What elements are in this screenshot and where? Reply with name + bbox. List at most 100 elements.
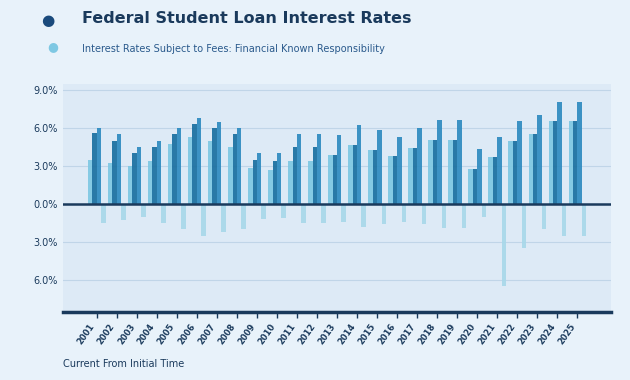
- Bar: [369, 150, 373, 204]
- Bar: [413, 147, 417, 204]
- Bar: [297, 134, 301, 204]
- Bar: [312, 147, 317, 204]
- Bar: [181, 204, 186, 229]
- Bar: [573, 121, 577, 204]
- Bar: [152, 147, 157, 204]
- Bar: [268, 170, 273, 204]
- Bar: [408, 147, 413, 204]
- Bar: [241, 204, 246, 229]
- Text: ●: ●: [41, 13, 54, 28]
- Bar: [232, 134, 237, 204]
- Bar: [433, 140, 437, 204]
- Bar: [117, 134, 121, 204]
- Bar: [497, 137, 501, 204]
- Text: ●: ●: [47, 40, 58, 53]
- Bar: [397, 137, 401, 204]
- Bar: [308, 161, 312, 204]
- Bar: [362, 204, 366, 227]
- Bar: [321, 204, 326, 223]
- Bar: [261, 204, 266, 219]
- Bar: [533, 134, 537, 204]
- Bar: [348, 145, 353, 204]
- Text: Federal Student Loan Interest Rates: Federal Student Loan Interest Rates: [82, 11, 411, 26]
- Bar: [177, 128, 181, 204]
- Bar: [553, 121, 558, 204]
- Bar: [228, 147, 232, 204]
- Bar: [192, 124, 197, 204]
- Bar: [148, 161, 152, 204]
- Bar: [529, 134, 533, 204]
- Bar: [137, 147, 141, 204]
- Bar: [488, 157, 493, 204]
- Bar: [392, 156, 397, 204]
- Bar: [537, 115, 542, 204]
- Text: Current From Initial Time: Current From Initial Time: [63, 359, 184, 369]
- Bar: [328, 155, 333, 204]
- Bar: [473, 169, 478, 204]
- Bar: [437, 120, 442, 204]
- Bar: [282, 204, 286, 218]
- Bar: [562, 204, 566, 236]
- Bar: [121, 204, 125, 220]
- Bar: [97, 128, 101, 204]
- Bar: [188, 137, 192, 204]
- Bar: [277, 153, 282, 204]
- Bar: [128, 166, 132, 204]
- Bar: [517, 121, 522, 204]
- Bar: [101, 204, 106, 223]
- Bar: [221, 204, 226, 232]
- Bar: [549, 121, 553, 204]
- Bar: [173, 134, 177, 204]
- Bar: [273, 161, 277, 204]
- Bar: [577, 102, 581, 204]
- Bar: [217, 122, 221, 204]
- Bar: [478, 149, 482, 204]
- Bar: [382, 204, 386, 224]
- Bar: [337, 135, 341, 204]
- Bar: [341, 204, 346, 222]
- Bar: [301, 204, 306, 223]
- Text: Interest Rates Subject to Fees: Financial Known Responsibility: Interest Rates Subject to Fees: Financia…: [82, 44, 385, 54]
- Bar: [288, 161, 292, 204]
- Bar: [401, 204, 406, 222]
- Bar: [377, 130, 382, 204]
- Bar: [542, 204, 546, 229]
- Bar: [257, 153, 261, 204]
- Bar: [501, 204, 506, 286]
- Bar: [168, 144, 173, 204]
- Bar: [197, 118, 201, 204]
- Bar: [581, 204, 586, 236]
- Bar: [493, 157, 497, 204]
- Bar: [253, 160, 257, 204]
- Bar: [522, 204, 526, 248]
- Bar: [558, 102, 562, 204]
- Bar: [462, 204, 466, 228]
- Bar: [449, 140, 453, 204]
- Bar: [421, 204, 426, 224]
- Bar: [513, 141, 517, 204]
- Bar: [212, 128, 217, 204]
- Bar: [469, 169, 473, 204]
- Bar: [457, 120, 462, 204]
- Bar: [453, 140, 457, 204]
- Bar: [482, 204, 486, 217]
- Bar: [112, 141, 117, 204]
- Bar: [333, 155, 337, 204]
- Bar: [357, 125, 362, 204]
- Bar: [317, 134, 321, 204]
- Bar: [388, 156, 392, 204]
- Bar: [157, 141, 161, 204]
- Bar: [508, 141, 513, 204]
- Bar: [292, 147, 297, 204]
- Bar: [237, 128, 241, 204]
- Bar: [353, 145, 357, 204]
- Bar: [201, 204, 205, 236]
- Bar: [208, 141, 212, 204]
- Bar: [108, 163, 112, 204]
- Bar: [161, 204, 166, 223]
- Bar: [373, 150, 377, 204]
- Bar: [132, 153, 137, 204]
- Bar: [428, 140, 433, 204]
- Bar: [248, 168, 253, 204]
- Bar: [417, 128, 421, 204]
